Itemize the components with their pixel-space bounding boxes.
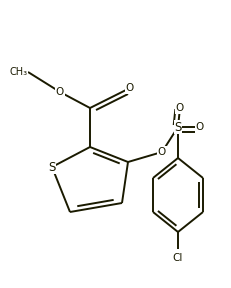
Text: O: O: [195, 122, 203, 132]
Text: S: S: [173, 120, 181, 134]
Text: S: S: [48, 160, 55, 173]
Text: O: O: [125, 83, 134, 93]
Text: CH₃: CH₃: [10, 67, 28, 77]
Text: Cl: Cl: [172, 253, 182, 263]
Text: O: O: [175, 103, 183, 113]
Text: O: O: [56, 87, 64, 97]
Text: O: O: [157, 147, 165, 157]
